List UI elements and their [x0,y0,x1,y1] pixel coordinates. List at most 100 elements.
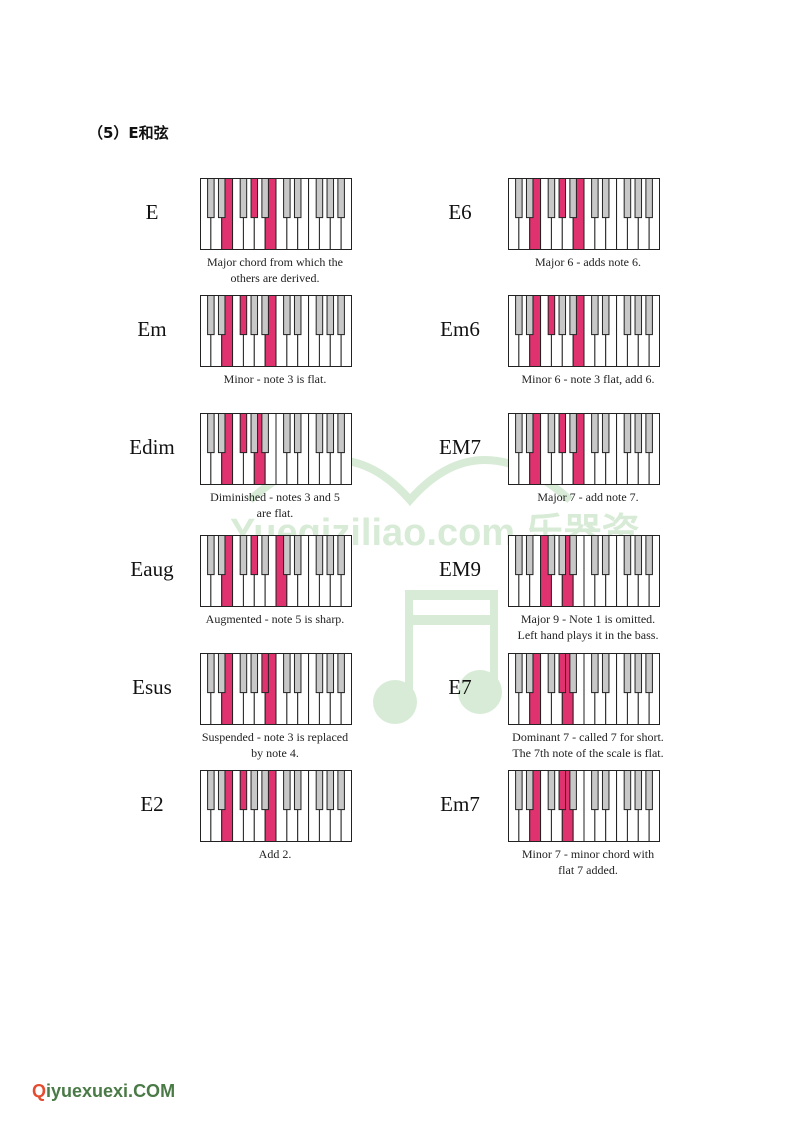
chord-description: Suspended - note 3 is replaced by note 4. [165,729,385,761]
black-key [601,178,610,219]
black-key [250,295,259,336]
black-key [217,770,226,811]
black-key [525,653,534,694]
black-key [261,535,269,576]
black-key [601,413,610,454]
pressed-black-key [250,178,259,219]
keyboard-border [200,295,352,367]
black-key [591,295,599,336]
chord-name: EM9 [439,557,481,581]
pressed-black-key [239,413,248,454]
chord-description: Major 7 - add note 7. [478,489,698,505]
chord-description: Dominant 7 - called 7 for short. The 7th … [478,729,698,761]
black-key [283,653,291,694]
black-key [547,653,556,694]
black-key [591,178,599,219]
black-key [207,178,215,219]
chord-name: E7 [448,675,472,699]
black-key [315,178,324,219]
black-key [601,295,610,336]
black-key [623,653,632,694]
pressed-black-key [250,535,259,576]
chord-description-line: Minor - note 3 is flat. [223,372,327,386]
chord-description-line: Major 6 - adds note 6. [535,255,641,269]
black-key [326,413,335,454]
black-key [623,178,632,219]
black-key [315,653,324,694]
pressed-black-key [558,413,567,454]
keyboard-border [200,770,352,842]
black-key [250,653,259,694]
piano-keyboard [200,295,352,367]
site-logo-prefix: Q [32,1081,47,1101]
black-key [326,295,335,336]
chord-description: Minor 6 - note 3 flat, add 6. [478,371,698,387]
black-key [634,535,643,576]
keyboard-border [200,178,352,250]
black-key [261,770,269,811]
black-key [326,653,335,694]
black-key [558,295,567,336]
site-logo-text: iyuexuexi.COM [46,1081,176,1101]
black-key [623,413,632,454]
chord-description-line: by note 4. [251,746,299,760]
chord-name: EM7 [439,435,481,459]
black-key [547,535,556,576]
black-key [569,295,577,336]
black-key [337,413,345,454]
black-key [315,413,324,454]
black-key [293,653,302,694]
black-key [645,770,653,811]
black-key [515,770,523,811]
piano-keyboard [200,770,352,842]
chord-name: Eaug [130,557,174,581]
chord-description: Augmented - note 5 is sharp. [165,611,385,627]
black-key [239,653,248,694]
black-key [326,770,335,811]
chord-description: Minor 7 - minor chord with flat 7 added. [478,846,698,878]
black-key [525,178,534,219]
black-key [261,178,269,219]
black-key [634,413,643,454]
keyboard-border [508,770,660,842]
black-key [515,653,523,694]
black-key [315,535,324,576]
chord-description-line: Major 7 - add note 7. [537,490,639,504]
black-key [569,653,577,694]
chord-name: Em [137,317,167,341]
black-key [293,535,302,576]
black-key [569,535,577,576]
pressed-black-key [261,653,269,694]
black-key [547,413,556,454]
black-key [239,535,248,576]
black-key [515,178,523,219]
chord-description-line: The 7th note of the scale is flat. [512,746,664,760]
black-key [591,653,599,694]
black-key [217,653,226,694]
black-key [217,295,226,336]
black-key [623,770,632,811]
keyboard-border [508,535,660,607]
site-logo[interactable]: Qiyuexuexi.COM [32,1081,175,1102]
black-key [547,178,556,219]
black-key [525,413,534,454]
chord-name: E2 [140,792,164,816]
black-key [293,295,302,336]
chord-description-line: Dominant 7 - called 7 for short. [512,730,664,744]
keyboard-border [508,413,660,485]
black-key [569,178,577,219]
black-key [558,535,567,576]
piano-keyboard [200,178,352,250]
black-key [525,770,534,811]
black-key [525,535,534,576]
chord-description-line: Major 9 - Note 1 is omitted. [520,612,656,626]
black-key [623,295,632,336]
chord-description-line: Augmented - note 5 is sharp. [205,612,345,626]
chord-description-line: Major chord from which the [207,255,343,269]
black-key [569,770,577,811]
black-key [293,178,302,219]
black-key [283,295,291,336]
black-key [634,178,643,219]
black-key [634,295,643,336]
black-key [207,413,215,454]
